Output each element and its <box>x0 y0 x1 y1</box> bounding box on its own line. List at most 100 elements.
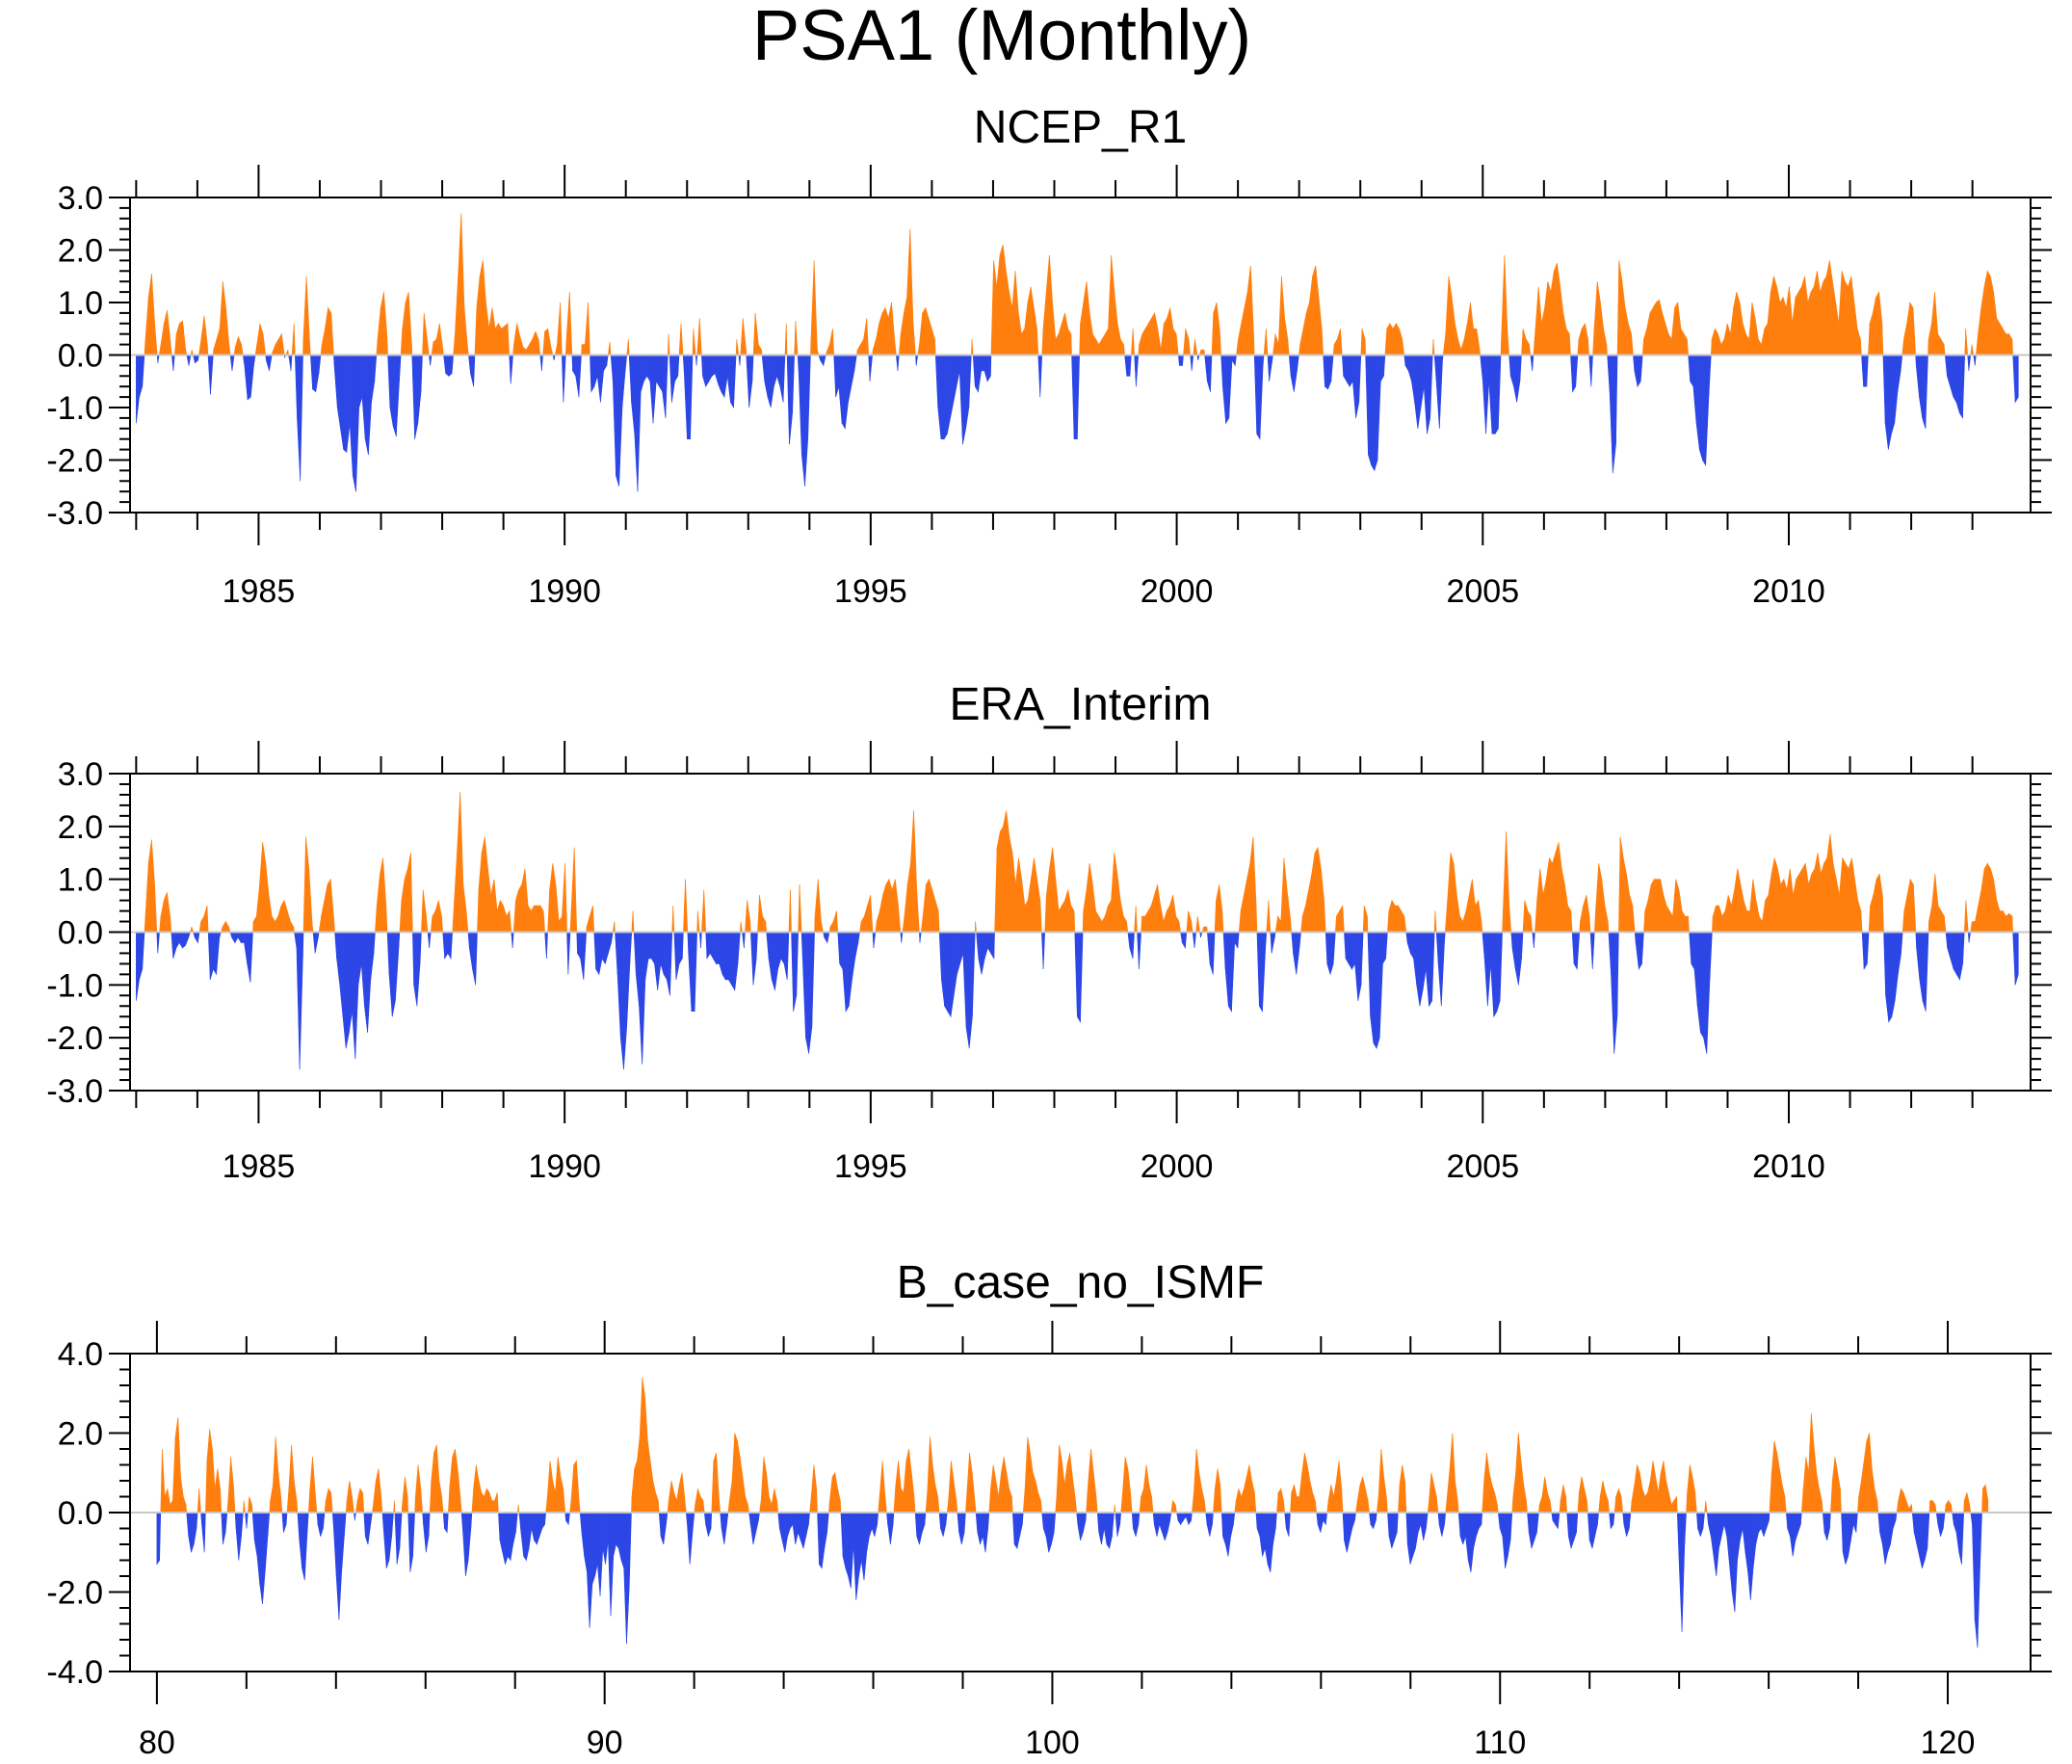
positive-area-segment <box>1178 921 1181 933</box>
negative-area-segment <box>1890 1512 1894 1545</box>
positive-area-segment <box>937 1496 940 1514</box>
positive-area-segment <box>1305 889 1309 933</box>
positive-area-segment <box>1715 328 1718 355</box>
negative-area-segment <box>1552 1512 1556 1526</box>
negative-area-segment <box>235 1512 240 1561</box>
negative-area-segment <box>764 355 769 398</box>
positive-area-segment <box>1724 895 1729 933</box>
positive-area-segment <box>1780 878 1785 933</box>
positive-area-segment <box>1201 1488 1205 1514</box>
positive-area-segment <box>836 910 839 933</box>
positive-area-segment <box>1160 906 1165 933</box>
positive-area-segment <box>555 1457 559 1514</box>
positive-area-segment <box>1785 286 1790 355</box>
negative-area-segment <box>583 932 588 980</box>
negative-area-segment <box>1132 932 1135 959</box>
negative-area-segment <box>616 355 619 487</box>
positive-area-segment <box>1850 276 1855 355</box>
negative-area-segment <box>299 932 303 1070</box>
negative-area-segment <box>1285 1512 1290 1537</box>
negative-area-segment <box>396 1512 401 1565</box>
negative-area-segment <box>962 355 966 445</box>
positive-area-segment <box>1726 323 1731 355</box>
positive-area-segment <box>277 332 282 355</box>
negative-area-segment <box>1265 932 1268 948</box>
negative-area-segment <box>663 932 668 981</box>
positive-area-segment <box>280 899 285 933</box>
negative-area-segment <box>1354 1512 1356 1521</box>
y-tick-label: -1.0 <box>46 967 103 1004</box>
negative-area-segment <box>1204 355 1208 382</box>
negative-area-segment <box>1558 1512 1561 1529</box>
positive-area-segment <box>1188 910 1193 933</box>
negative-area-segment <box>852 932 855 980</box>
positive-area-segment <box>1931 874 1936 933</box>
positive-area-segment <box>401 879 406 933</box>
positive-area-segment <box>460 213 465 355</box>
positive-area-segment <box>1491 1485 1495 1514</box>
positive-area-segment <box>177 1416 181 1514</box>
positive-area-segment <box>154 323 158 355</box>
positive-area-segment <box>693 329 696 355</box>
negative-area-segment <box>938 932 942 980</box>
positive-area-segment <box>346 1480 351 1514</box>
positive-area-segment <box>1027 1436 1031 1514</box>
positive-area-segment <box>1937 904 1942 933</box>
positive-area-segment <box>1169 895 1173 933</box>
negative-area-segment <box>374 355 378 382</box>
negative-area-segment <box>711 355 716 377</box>
positive-area-segment <box>1475 899 1480 933</box>
negative-area-segment <box>423 1512 427 1553</box>
positive-area-segment <box>1631 1485 1636 1514</box>
positive-area-segment <box>1098 338 1103 355</box>
positive-area-segment <box>1154 884 1158 933</box>
positive-area-segment <box>864 905 868 933</box>
negative-area-segment <box>1352 355 1356 418</box>
negative-area-segment <box>1974 1512 1979 1648</box>
positive-area-segment <box>1527 909 1532 933</box>
positive-area-segment <box>1506 831 1510 933</box>
negative-area-segment <box>419 932 422 964</box>
positive-area-segment <box>1828 260 1833 355</box>
negative-area-segment <box>1385 932 1388 959</box>
positive-area-segment <box>1501 254 1506 355</box>
negative-area-segment <box>721 355 725 399</box>
positive-area-segment <box>1712 905 1717 933</box>
negative-area-segment <box>1073 355 1078 440</box>
negative-area-segment <box>1925 355 1928 429</box>
negative-area-segment <box>776 355 781 387</box>
positive-area-segment <box>1277 914 1282 933</box>
negative-area-segment <box>462 1512 466 1577</box>
positive-area-segment <box>1002 245 1007 355</box>
y-tick-label: 2.0 <box>58 233 103 270</box>
positive-area-segment <box>1875 873 1880 933</box>
negative-area-segment <box>824 1512 827 1549</box>
negative-area-segment <box>1737 1512 1741 1561</box>
negative-area-segment <box>1955 1512 1960 1553</box>
positive-area-segment <box>1027 879 1032 933</box>
x-tick-label: 2010 <box>1752 1148 1825 1185</box>
negative-area-segment <box>1898 932 1902 975</box>
negative-area-segment <box>662 355 667 418</box>
positive-area-segment <box>1274 916 1278 933</box>
negative-area-segment <box>1572 355 1577 393</box>
positive-area-segment <box>491 307 496 355</box>
negative-area-segment <box>608 932 612 954</box>
negative-area-segment <box>1071 355 1075 439</box>
positive-area-segment <box>697 1488 701 1514</box>
positive-area-segment <box>1036 879 1041 933</box>
positive-area-segment <box>562 863 565 933</box>
positive-area-segment <box>1820 863 1824 933</box>
negative-area-segment <box>892 1512 895 1525</box>
positive-area-segment <box>762 914 767 933</box>
negative-area-segment <box>249 932 253 983</box>
positive-area-segment <box>1716 905 1719 933</box>
negative-area-segment <box>1613 1512 1615 1525</box>
positive-area-segment <box>1694 1492 1697 1514</box>
positive-area-segment <box>1104 328 1109 355</box>
negative-area-segment <box>572 355 577 378</box>
positive-area-segment <box>1870 895 1875 933</box>
negative-area-segment <box>352 932 356 1060</box>
positive-area-segment <box>1905 1500 1909 1514</box>
positive-area-segment <box>488 1492 493 1514</box>
